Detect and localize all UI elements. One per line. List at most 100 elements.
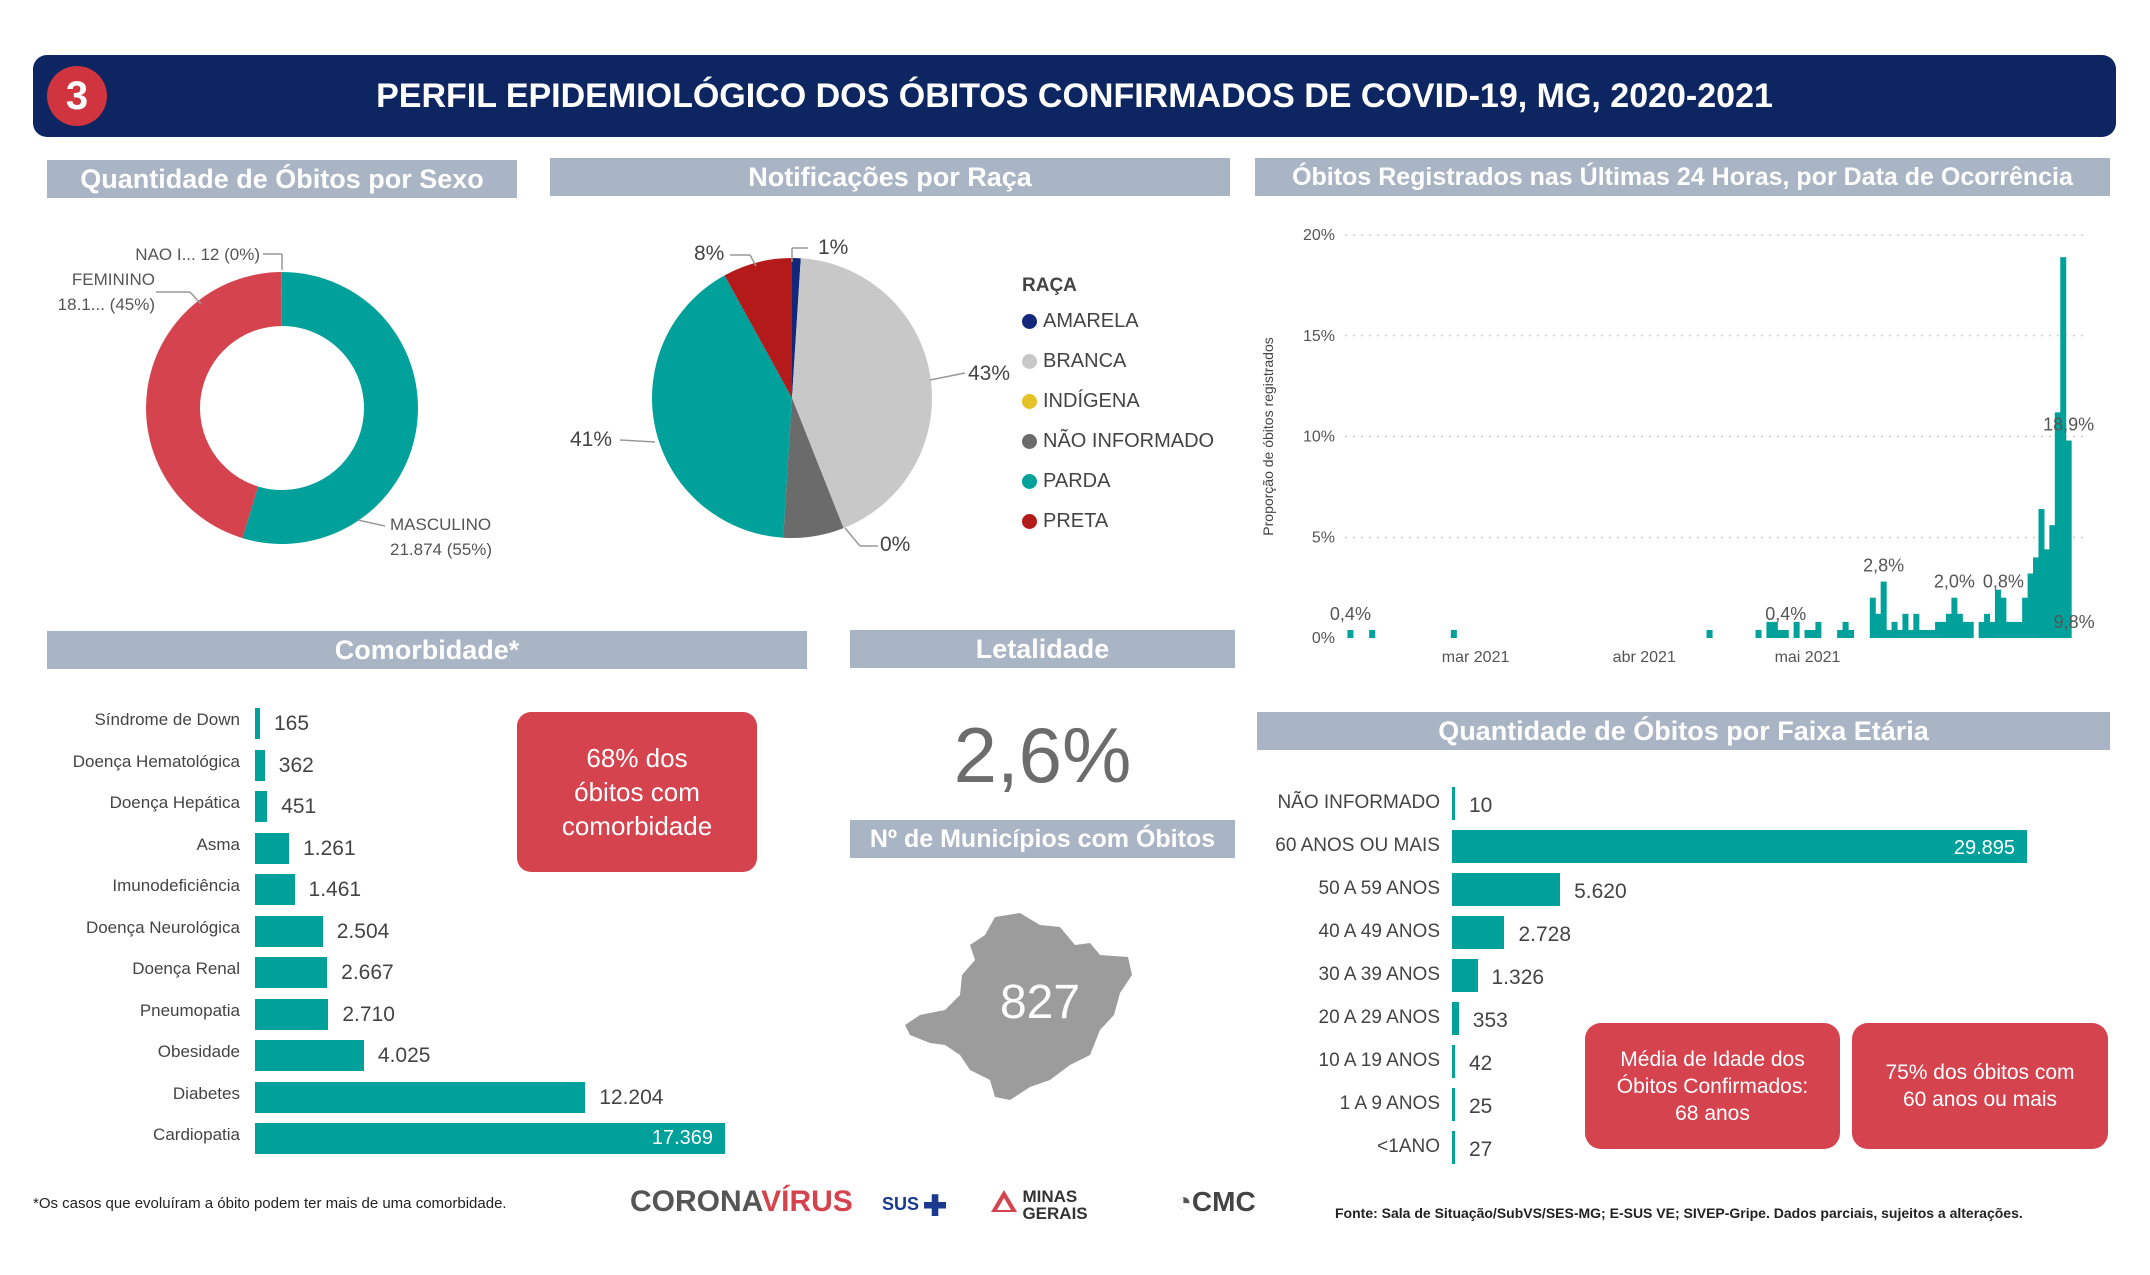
- bar: [255, 874, 295, 905]
- bar: [255, 708, 260, 739]
- bar-value-label: 165: [274, 712, 310, 735]
- bar: [255, 915, 323, 947]
- timeseries-bar: [1935, 621, 1942, 638]
- logo-virus: VÍRUS: [761, 1185, 853, 1218]
- timeseries-bar: [1755, 629, 1762, 638]
- raca-slice-1: [792, 258, 801, 398]
- bar: [1452, 1045, 1455, 1078]
- sus-text: SUS: [882, 1194, 920, 1214]
- y-tick-label: 0%: [1312, 630, 1335, 647]
- bar: [255, 1040, 364, 1071]
- section-title-sexo: Quantidade de Óbitos por Sexo: [47, 160, 517, 198]
- sexo-slice-masculino: [242, 272, 419, 544]
- media-idade-box: Média de Idade dos Óbitos Confirmados: 6…: [1585, 1023, 1840, 1149]
- raca-slice-5: [652, 275, 792, 538]
- bar-value-label: 5.620: [1574, 880, 1627, 903]
- timeseries-bar: [1924, 629, 1931, 638]
- bar: [1452, 1088, 1455, 1121]
- bar-value-label: 12.204: [599, 1085, 664, 1109]
- header-banner: 3 PERFIL EPIDEMIOLÓGICO DOS ÓBITOS CONFI…: [33, 55, 2116, 137]
- timeseries-bar-chart: 20% 15% 10% 5% 0% Proporção de óbitos registr…: [1260, 227, 2095, 666]
- sexo-donut-chart: [146, 253, 419, 544]
- bar: [1452, 873, 1561, 906]
- section-title-letalidade: Letalidade: [850, 630, 1235, 668]
- timeseries-bar: [1793, 621, 1800, 638]
- cmc-text: CMC: [1191, 1186, 1256, 1217]
- logo-corona: CORONA: [630, 1185, 762, 1218]
- timeseries-bar: [1989, 621, 1996, 638]
- bar-category-label: Obesidade: [157, 1042, 240, 1061]
- timeseries-bar: [1907, 629, 1914, 638]
- comorbidade-footnote: *Os casos que evoluíram a óbito podem te…: [33, 1195, 507, 1212]
- bar-value-label: 353: [1472, 1009, 1508, 1032]
- bar-value-label: 42: [1469, 1052, 1493, 1075]
- legend-label: NÃO INFORMADO: [1043, 429, 1215, 452]
- legend-label: INDÍGENA: [1043, 389, 1140, 412]
- percentual-60-box: 75% dos óbitos com 60 anos ou mais: [1852, 1023, 2108, 1149]
- x-tick-label: mar 2021: [1442, 649, 1510, 666]
- timeseries-bar: [1842, 621, 1849, 638]
- bar-category-label: 40 A 49 ANOS: [1318, 921, 1440, 942]
- bar: [255, 998, 329, 1030]
- timeseries-data-label: 9,8%: [2054, 612, 2095, 632]
- raca-slice-4: [783, 398, 844, 538]
- bar: [1452, 959, 1478, 992]
- sexo-label-masculino-value: 21.874 (55%): [390, 540, 493, 559]
- raca-pie-chart: [619, 247, 966, 547]
- comorbidade-highlight-text: 68% dos óbitos com comorbidade: [561, 743, 713, 841]
- bar-category-label: 10 A 19 ANOS: [1318, 1050, 1440, 1071]
- bar-value-label: 25: [1469, 1095, 1493, 1118]
- bar-category-label: Diabetes: [172, 1083, 240, 1103]
- bar: [255, 1081, 586, 1113]
- sexo-label-nao: NAO I... 12 (0%): [135, 245, 260, 264]
- timeseries-bar: [1886, 629, 1893, 638]
- timeseries-bar: [1706, 629, 1713, 638]
- gerais-text: GERAIS: [1022, 1204, 1088, 1223]
- legend-label: AMARELA: [1043, 309, 1139, 332]
- timeseries-data-label: 0,8%: [1983, 572, 2024, 592]
- section-title-municipios: Nº de Municípios com Óbitos: [850, 820, 1235, 858]
- timeseries-bar: [1994, 589, 2001, 638]
- bar-category-label: Asma: [196, 834, 240, 854]
- bar-category-label: 30 A 39 ANOS: [1318, 964, 1440, 985]
- bar-value-label: 2.504: [336, 919, 390, 943]
- sus-logo: SUS: [882, 1194, 947, 1217]
- timeseries-bar: [1918, 629, 1925, 638]
- timeseries-bar: [1777, 629, 1784, 638]
- timeseries-data-label: 2,0%: [1934, 572, 1975, 592]
- bar-value-label: 29.895: [1953, 837, 2015, 859]
- legend-item: BRANCA: [1022, 341, 1214, 381]
- legend-swatch: [1022, 393, 1037, 409]
- bar: [1452, 787, 1455, 820]
- raca-label-1: 1%: [818, 236, 849, 259]
- bar-category-label: Doença Renal: [132, 959, 240, 978]
- raca-slice-6: [724, 258, 792, 398]
- sexo-slice-feminino: [146, 272, 282, 539]
- timeseries-bar: [1940, 621, 1947, 638]
- percentual-60-text: 75% dos óbitos com 60 anos ou mais: [1885, 1061, 2075, 1111]
- timeseries-bar: [1450, 629, 1457, 638]
- timeseries-bar: [2054, 412, 2061, 638]
- corona-virus-logo: CORONAVÍRUS: [630, 1185, 853, 1219]
- cmc-c-icon: ◔: [1175, 1186, 1192, 1217]
- raca-label-0: 0%: [880, 533, 911, 556]
- timeseries-bar: [2065, 440, 2072, 638]
- comorbidade-highlight-box: 68% dos óbitos com comorbidade: [517, 712, 757, 872]
- bar: [255, 832, 290, 864]
- legend-item: NÃO INFORMADO: [1022, 421, 1214, 461]
- raca-legend: RAÇA AMARELA BRANCA INDÍGENA NÃO INFORMADO P…: [1022, 275, 1214, 541]
- bar-value-label: 362: [278, 753, 314, 777]
- timeseries-bar: [2049, 525, 2056, 638]
- timeseries-bar: [1869, 597, 1876, 638]
- bar-value-label: 2.667: [341, 961, 394, 984]
- bar: [255, 1123, 725, 1154]
- timeseries-bar: [1962, 621, 1969, 638]
- y-tick-label: 20%: [1303, 227, 1335, 244]
- page-title: PERFIL EPIDEMIOLÓGICO DOS ÓBITOS CONFIRM…: [376, 77, 1773, 115]
- minas-gerais-map-icon: [905, 913, 1132, 1100]
- legend-label: BRANCA: [1043, 349, 1127, 372]
- x-tick-label: mai 2021: [1775, 649, 1841, 666]
- bar-value-label: 17.369: [651, 1127, 713, 1149]
- y-tick-label: 15%: [1303, 328, 1335, 345]
- legend-swatch: [1022, 313, 1037, 329]
